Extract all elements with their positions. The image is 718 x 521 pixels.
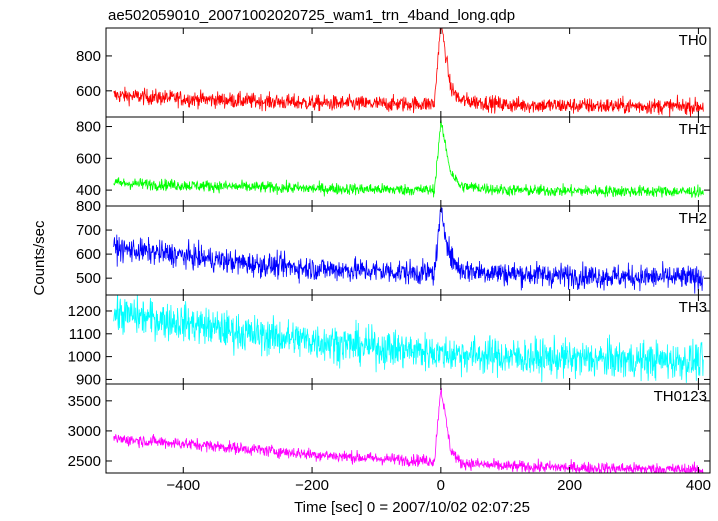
series-line-th1 xyxy=(113,119,704,198)
chart-title: ae502059010_20071002020725_wam1_trn_4ban… xyxy=(108,7,515,24)
series-line-th0 xyxy=(113,28,704,117)
panel-th3: 900 1000 1100 1200 TH3 xyxy=(68,294,711,388)
panel-th0: 600 800 TH0 xyxy=(76,27,711,118)
x-tick-label: −200 xyxy=(295,477,329,494)
y-tick-label: 1100 xyxy=(69,326,101,343)
y-tick-label: 1200 xyxy=(68,303,101,320)
y-tick-label: 900 xyxy=(76,371,101,388)
panel-frame xyxy=(105,383,711,474)
x-tick-label: 200 xyxy=(557,477,582,494)
x-tick-label: 0 xyxy=(437,477,445,494)
series-label-th0: TH0 xyxy=(679,32,707,49)
y-tick-label: 700 xyxy=(76,222,101,239)
series-line-th3 xyxy=(113,295,704,383)
y-tick-label: 500 xyxy=(76,270,101,287)
y-tick-label: 800 xyxy=(76,198,101,215)
series-label-th0123: TH0123 xyxy=(654,388,707,405)
panel-th2: 500 600 700 800 TH2 xyxy=(76,198,711,296)
y-tick-label: 400 xyxy=(76,182,101,199)
series-label-th3: TH3 xyxy=(679,299,707,316)
y-tick-label: 800 xyxy=(76,48,101,65)
panels: 600 800 TH0 400 600 800 TH1 500 600 700 800 TH2 900 1… xyxy=(68,27,711,494)
y-tick-label: 600 xyxy=(76,246,101,263)
series-label-th2: TH2 xyxy=(679,210,707,227)
series-label-th1: TH1 xyxy=(679,121,707,138)
y-axis-label: Counts/sec xyxy=(31,220,48,296)
y-tick-label: 1000 xyxy=(68,349,101,366)
y-tick-label: 800 xyxy=(76,119,101,136)
y-tick-label: 3000 xyxy=(68,423,101,440)
series-line-th2 xyxy=(113,207,704,294)
x-tick-label: −400 xyxy=(166,477,200,494)
x-axis-label: Time [sec] 0 = 2007/10/02 02:07:25 xyxy=(294,499,530,516)
panel-frame xyxy=(105,294,711,385)
y-tick-label: 3500 xyxy=(68,393,101,410)
y-tick-label: 600 xyxy=(76,83,101,100)
series-line-th0123 xyxy=(113,387,704,473)
panel-th0123: 2500 3000 3500 −400 −200 0 200 400 TH0123 xyxy=(68,383,711,494)
x-tick-label: 400 xyxy=(686,477,711,494)
y-tick-label: 2500 xyxy=(68,453,101,470)
panel-th1: 400 600 800 TH1 xyxy=(76,116,711,207)
y-tick-label: 600 xyxy=(76,150,101,167)
